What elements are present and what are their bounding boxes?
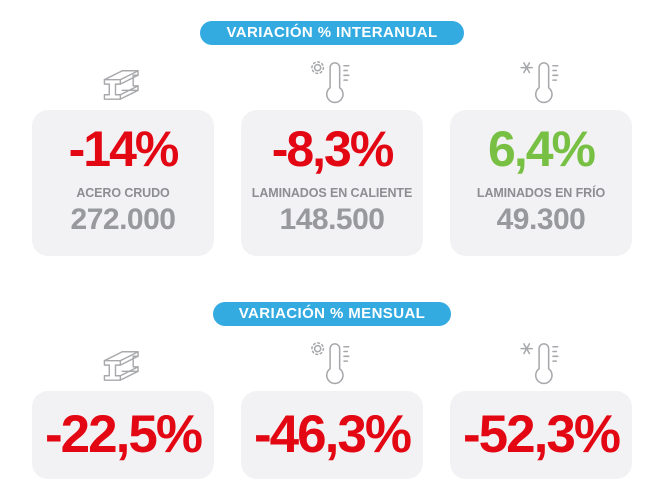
stat-card-acero-crudo: -14% ACERO CRUDO 272.000	[32, 110, 214, 256]
thermometer-cold-icon	[519, 339, 563, 386]
pct-value: 6,4%	[488, 121, 596, 177]
section-header-badge-mensual: VARIACIÓN % MENSUAL	[212, 302, 452, 326]
stat-card-laminados-frio: 6,4% LAMINADOS EN FRÍO 49.300	[450, 110, 632, 256]
mensual-cards-row: -22,5% -46,3%	[0, 326, 664, 479]
column-acero-crudo: -14% ACERO CRUDO 272.000	[32, 45, 214, 256]
pct-value: -14%	[68, 121, 180, 177]
category-label: LAMINADOS EN CALIENTE	[251, 186, 413, 200]
stat-card-laminados-caliente: -8,3% LAMINADOS EN CALIENTE 148.500	[241, 110, 423, 256]
pct-value: -8,3%	[271, 121, 395, 177]
pct-value: -46,3%	[254, 405, 412, 465]
section-header-badge-interanual: VARIACIÓN % INTERANUAL	[200, 21, 464, 45]
volume-value: 49.300	[496, 203, 586, 236]
pct-value: -22,5%	[45, 405, 203, 465]
i-beam-icon	[100, 339, 146, 386]
stat-card-acero-crudo-mensual: -22,5%	[32, 391, 214, 479]
thermometer-cold-icon	[519, 58, 563, 105]
column-laminados-frio-mensual: -52,3%	[450, 326, 632, 479]
category-label: ACERO CRUDO	[76, 186, 170, 200]
stat-card-laminados-frio-mensual: -52,3%	[450, 391, 632, 479]
interanual-cards-row: -14% ACERO CRUDO 272.000 -8,3% LAMI	[0, 45, 664, 256]
pct-value: -52,3%	[463, 405, 621, 465]
i-beam-icon	[100, 58, 146, 105]
thermometer-hot-icon	[310, 58, 354, 105]
section-interanual: VARIACIÓN % INTERANUAL -14% ACERO CRUDO …	[0, 21, 664, 256]
column-acero-crudo-mensual: -22,5%	[32, 326, 214, 479]
section-mensual: VARIACIÓN % MENSUAL -22,5%	[0, 302, 664, 479]
column-laminados-caliente-mensual: -46,3%	[241, 326, 423, 479]
volume-value: 148.500	[279, 203, 385, 236]
column-laminados-frio: 6,4% LAMINADOS EN FRÍO 49.300	[450, 45, 632, 256]
thermometer-hot-icon	[310, 339, 354, 386]
volume-value: 272.000	[70, 203, 176, 236]
category-label: LAMINADOS EN FRÍO	[476, 186, 606, 200]
stat-card-laminados-caliente-mensual: -46,3%	[241, 391, 423, 479]
column-laminados-caliente: -8,3% LAMINADOS EN CALIENTE 148.500	[241, 45, 423, 256]
